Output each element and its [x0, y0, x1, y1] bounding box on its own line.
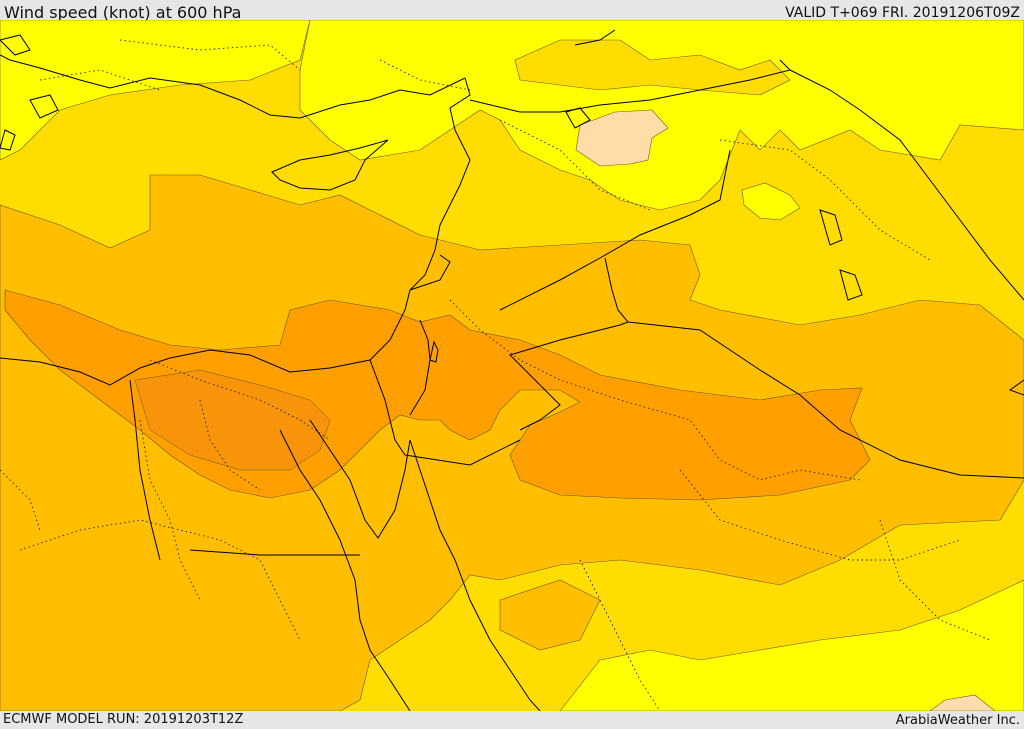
footer-bar: ECMWF MODEL RUN: 20191203T12Z ArabiaWeat… [0, 711, 1024, 729]
credit: ArabiaWeather Inc. [895, 713, 1020, 728]
field-amber-mesopotamia [499, 579, 601, 651]
wind-speed-map[interactable] [0, 20, 1024, 711]
field-yellow-south [559, 579, 1024, 711]
field-amber [0, 174, 1024, 711]
field-gold-kurdistan [514, 39, 791, 96]
map-title: Wind speed (knot) at 600 hPa [4, 3, 242, 22]
field-yellow-northwest [0, 20, 311, 161]
field-dark-orange [134, 369, 331, 471]
field-yellow-lake [741, 182, 801, 221]
coastlines [0, 29, 1024, 711]
valid-time: VALID T+069 FRI. 20191206T09Z [785, 5, 1020, 21]
field-yellow-north [299, 20, 1024, 211]
field-lightest-turkey [575, 109, 669, 167]
country-borders [129, 59, 1024, 561]
model-run: ECMWF MODEL RUN: 20191203T12Z [3, 712, 244, 727]
admin-boundaries [0, 39, 991, 711]
header-bar: Wind speed (knot) at 600 hPa VALID T+069… [0, 0, 1024, 22]
field-lightest-southeast [929, 694, 996, 711]
